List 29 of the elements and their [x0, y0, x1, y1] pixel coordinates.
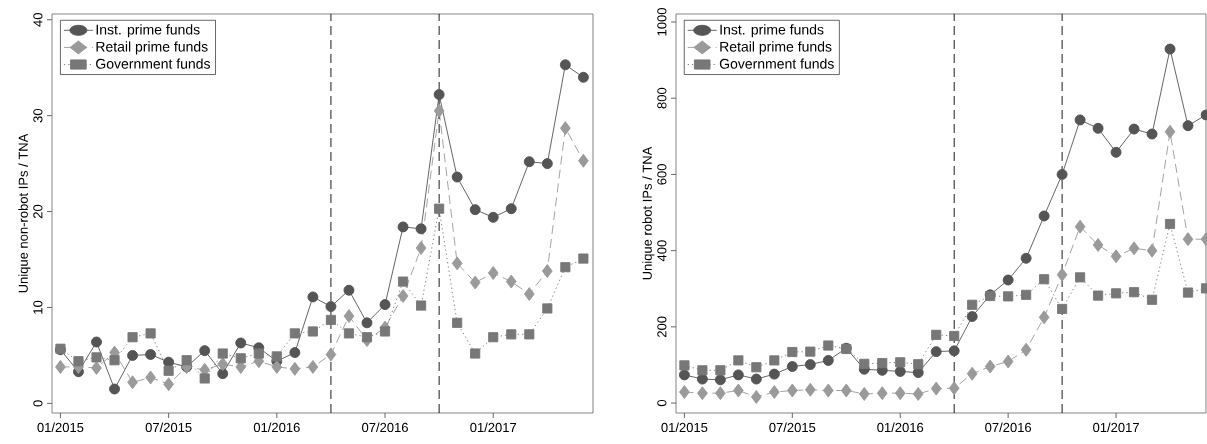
- x-tick-label: 07/2016: [985, 422, 1032, 433]
- y-tick-label: 400: [657, 240, 667, 262]
- y-axis-title: Unique robot IPs / TNA: [642, 146, 655, 280]
- x-tick-label: 07/2016: [362, 422, 408, 433]
- x-tick-label: 01/2016: [253, 422, 300, 433]
- y-tick-label: 10: [33, 300, 43, 314]
- legend-label: Inst. prime funds: [96, 24, 200, 38]
- legend-label: Inst. prime funds: [720, 24, 824, 38]
- x-tick-label: 01/2015: [37, 422, 84, 433]
- legend-label: Government funds: [719, 58, 834, 69]
- legend-label: Retail prime funds: [96, 41, 208, 55]
- y-tick-label: 600: [657, 164, 667, 185]
- x-tick-label: 01/2015: [661, 422, 708, 433]
- y-axis-title: Unique non-robot IPs / TNA: [18, 133, 31, 293]
- x-tick-label: 01/2016: [877, 422, 924, 433]
- legend-label: Government funds: [96, 58, 210, 69]
- x-tick-label: 07/2015: [145, 422, 192, 433]
- y-tick-label: 0: [33, 400, 43, 407]
- x-tick-label: 01/2017: [470, 422, 517, 433]
- y-tick-label: 1000: [657, 8, 667, 36]
- y-tick-label: 30: [33, 108, 43, 123]
- y-tick-label: 200: [657, 316, 667, 338]
- legend-label: Retail prime funds: [720, 41, 832, 55]
- x-tick-label: 07/2015: [769, 422, 816, 433]
- y-tick-label: 800: [657, 87, 667, 109]
- x-tick-label: 01/2017: [1093, 422, 1139, 433]
- y-tick-label: 40: [33, 13, 43, 27]
- y-tick-label: 0: [657, 399, 667, 407]
- y-tick-label: 20: [33, 204, 43, 219]
